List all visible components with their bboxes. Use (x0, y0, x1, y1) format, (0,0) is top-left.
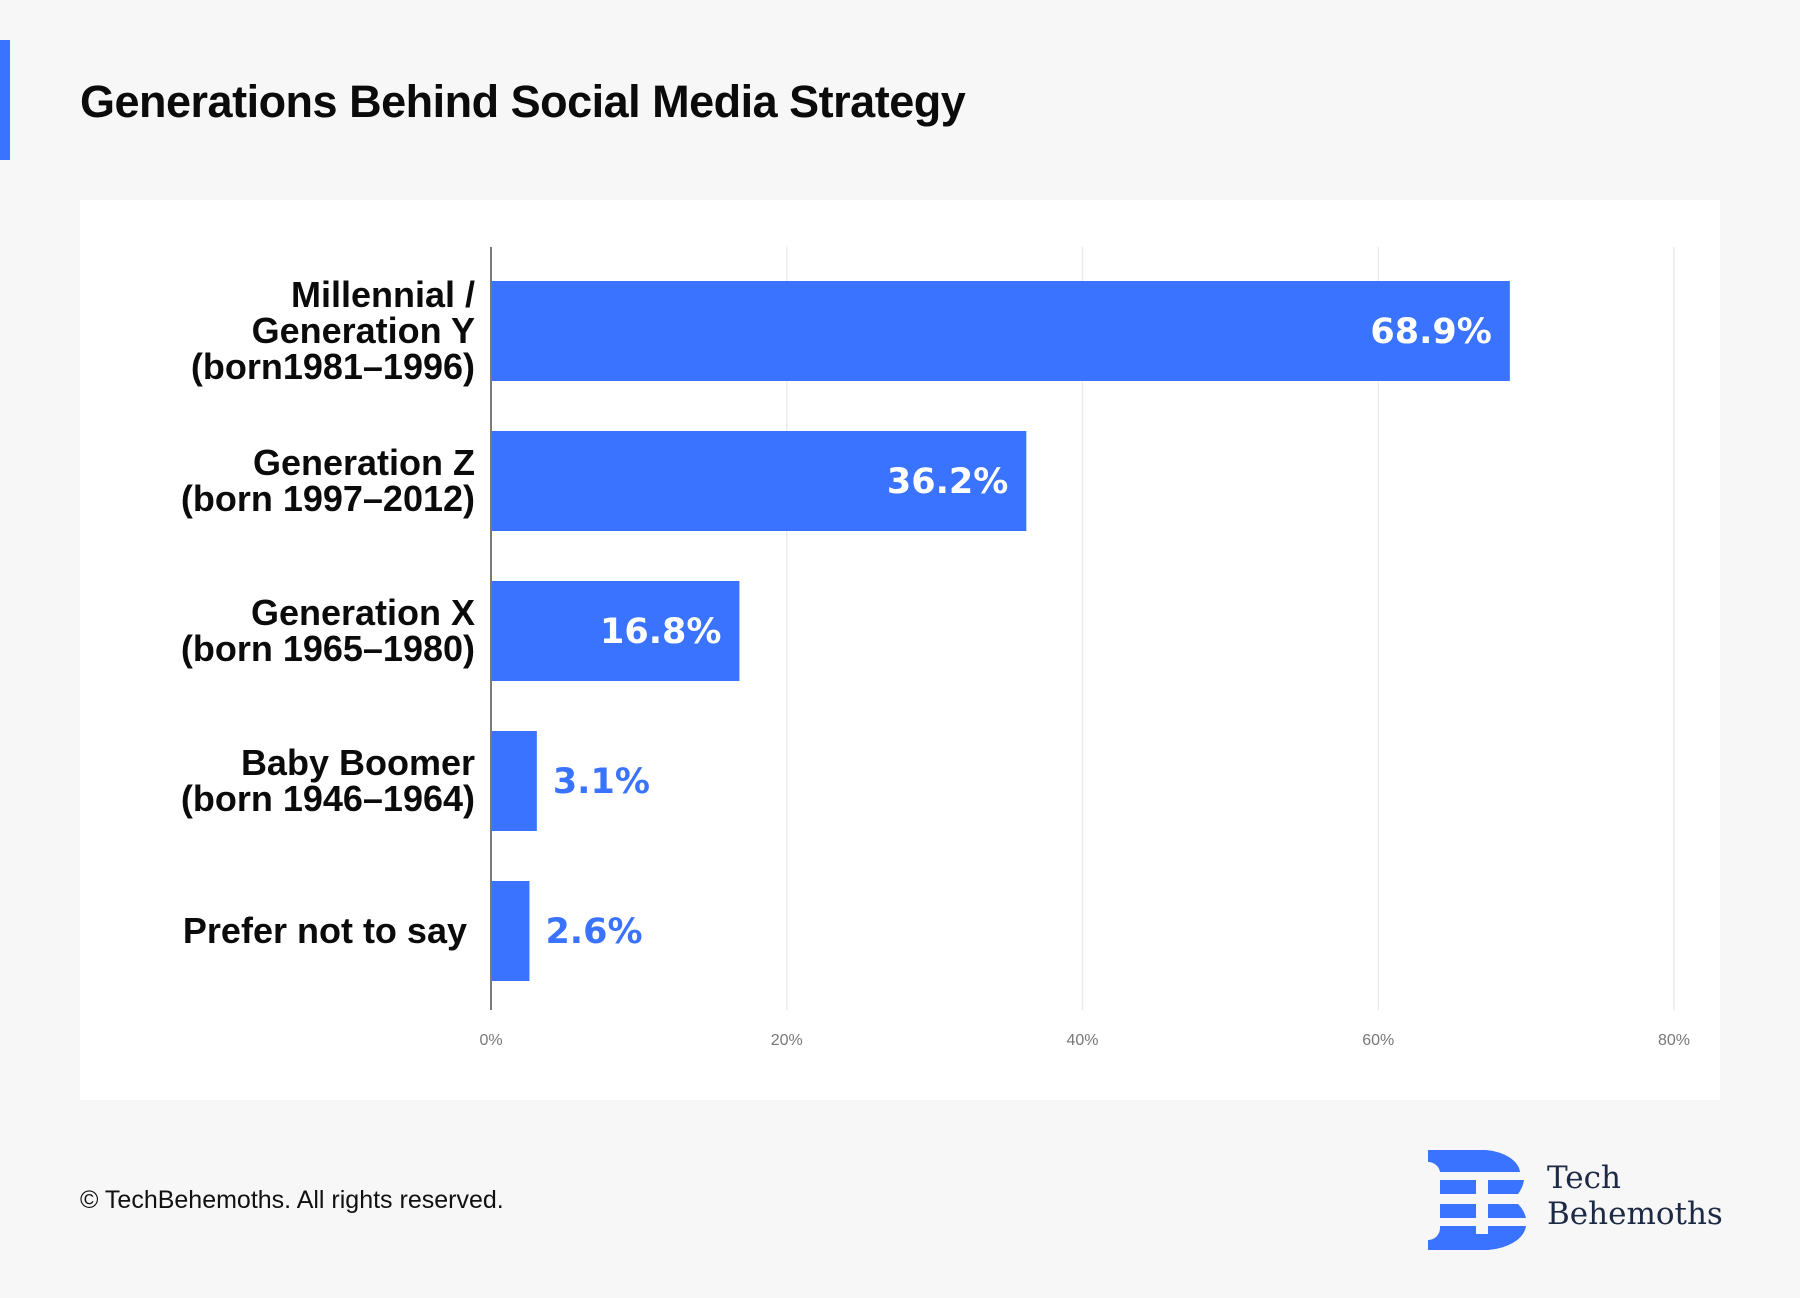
chart-card: Millennial / Generation Y (born1981–1996) G… (80, 200, 1720, 1100)
category-label: Generation Y (252, 310, 475, 351)
title-accent-bar (0, 40, 10, 160)
bars (491, 281, 1510, 981)
copyright-text: © TechBehemoths. All rights reserved. (80, 1186, 504, 1214)
value-label: 68.9% (1370, 312, 1491, 352)
category-labels: Millennial /Generation Y(born1981–1996) G… (181, 274, 475, 951)
logo-b-icon (1428, 1150, 1526, 1250)
category-label: Baby Boomer (241, 742, 475, 783)
value-label: 3.1% (553, 762, 650, 802)
category-label: (born1981–1996) (191, 346, 475, 387)
value-label: 2.6% (545, 912, 642, 952)
x-tick-label: 80% (1658, 1032, 1690, 1049)
bar (491, 581, 740, 681)
x-tick-label: 60% (1362, 1032, 1394, 1049)
category-label: (born 1965–1980) (181, 628, 475, 669)
x-tick-labels: 0% 20% 40% 60% 80% (479, 1032, 1690, 1049)
category-label: Generation Z (253, 442, 475, 483)
logo-line-2: Behemoths (1547, 1196, 1723, 1232)
category-label: Prefer not to say (183, 910, 467, 951)
bar (491, 281, 1510, 381)
x-tick-label: 40% (1066, 1032, 1098, 1049)
techbehemoths-logo: Tech Behemoths (1428, 1148, 1728, 1252)
category-label: (born 1946–1964) (181, 778, 475, 819)
value-label: 36.2% (887, 462, 1008, 502)
logo-line-1: Tech (1547, 1160, 1621, 1196)
logo-wordmark: Tech Behemoths (1547, 1160, 1723, 1232)
bar-chart: Millennial /Generation Y(born1981–1996) G… (181, 247, 1690, 1049)
x-tick-label: 20% (771, 1032, 803, 1049)
bar (491, 881, 530, 981)
x-tick-label: 0% (479, 1032, 502, 1049)
bar (491, 431, 1027, 531)
category-label: Millennial / (291, 274, 475, 315)
value-labels: 68.9% 36.2% 16.8% 3.1% 2.6% (545, 312, 1491, 952)
page-title: Generations Behind Social Media Strategy (80, 76, 966, 127)
category-label: Generation X (251, 592, 475, 633)
value-label: 16.8% (600, 612, 721, 652)
bar (491, 731, 537, 831)
category-label: (born 1997–2012) (181, 478, 475, 519)
